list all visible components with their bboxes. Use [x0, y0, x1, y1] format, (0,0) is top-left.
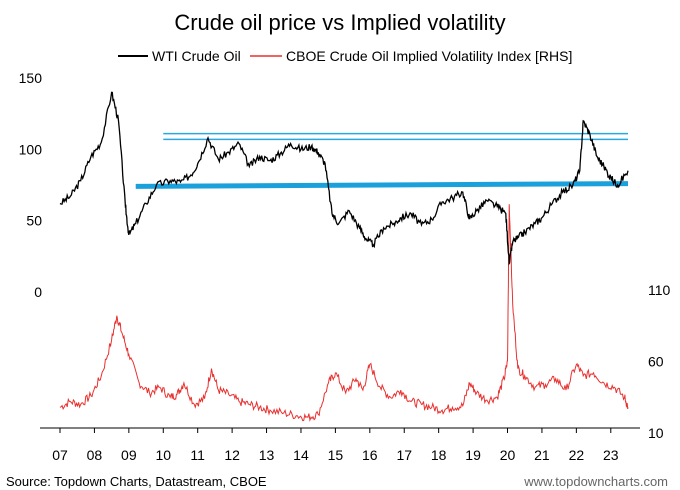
left-tick-label: 100 [19, 141, 43, 157]
right-tick-label: 110 [648, 282, 671, 298]
right-axis: 110 60 10 [648, 282, 671, 441]
x-tick-label: 10 [155, 447, 171, 463]
x-tick-label: 21 [534, 447, 550, 463]
annotations [135, 132, 629, 189]
x-tick-label: 09 [121, 447, 137, 463]
x-tick-label: 20 [500, 447, 516, 463]
chart-title: Crude oil price vs Implied volatility [174, 10, 505, 35]
wti-line [59, 91, 629, 266]
right-tick-label: 10 [648, 425, 664, 441]
legend-label-wti: WTI Crude Oil [152, 48, 241, 64]
left-axis: 150 100 50 0 [19, 70, 43, 300]
left-tick-label: 150 [19, 70, 43, 86]
right-tick-label: 60 [648, 354, 664, 370]
website-note: www.topdowncharts.com [523, 474, 668, 489]
x-tick-label: 17 [396, 447, 412, 463]
left-tick-label: 50 [26, 213, 42, 229]
x-tick-label: 13 [259, 447, 275, 463]
source-note: Source: Topdown Charts, Datastream, CBOE [6, 474, 267, 489]
series-wti [59, 91, 629, 266]
left-tick-label: 0 [34, 284, 42, 300]
x-tick-label: 12 [224, 447, 240, 463]
ovx-line [59, 204, 629, 423]
x-tick-label: 23 [603, 447, 619, 463]
x-tick-label: 14 [293, 447, 309, 463]
x-tick-label: 19 [465, 447, 481, 463]
x-tick-label: 15 [328, 447, 344, 463]
x-tick-label: 07 [52, 447, 68, 463]
x-tick-label: 18 [431, 447, 447, 463]
x-tick-label: 08 [87, 447, 103, 463]
x-tick-label: 22 [569, 447, 585, 463]
legend-label-ovx: CBOE Crude Oil Implied Volatility Index … [286, 48, 572, 64]
legend: WTI Crude Oil CBOE Crude Oil Implied Vol… [118, 48, 572, 64]
x-tick-label: 11 [190, 447, 205, 463]
support-line [135, 181, 629, 189]
x-axis: 07 08 09 10 11 12 13 14 15 16 17 18 19 20 21 22 23 [52, 428, 619, 463]
series-ovx [59, 204, 629, 423]
x-tick-label: 16 [362, 447, 378, 463]
